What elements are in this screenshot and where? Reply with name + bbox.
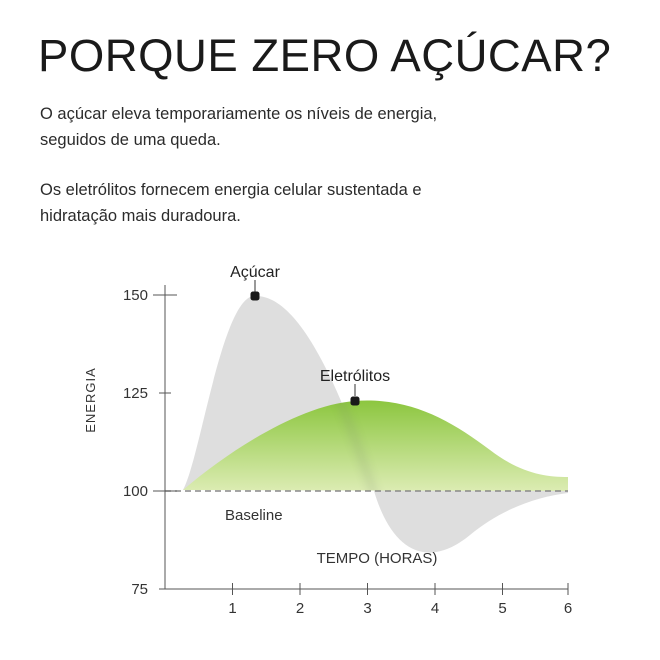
svg-text:150: 150 (123, 287, 148, 304)
svg-text:Baseline: Baseline (225, 507, 283, 524)
svg-text:2: 2 (296, 600, 304, 617)
svg-text:4: 4 (431, 600, 439, 617)
svg-text:Açúcar: Açúcar (230, 264, 280, 281)
svg-text:ENERGIA: ENERGIA (83, 367, 98, 433)
svg-text:100: 100 (123, 483, 148, 500)
svg-text:1: 1 (228, 600, 236, 617)
svg-text:Eletrólitos: Eletrólitos (320, 368, 390, 385)
svg-text:TEMPO (HORAS): TEMPO (HORAS) (317, 550, 438, 567)
svg-text:5: 5 (498, 600, 506, 617)
svg-text:75: 75 (131, 581, 148, 598)
svg-text:3: 3 (363, 600, 371, 617)
svg-text:125: 125 (123, 385, 148, 402)
svg-text:6: 6 (564, 600, 572, 617)
